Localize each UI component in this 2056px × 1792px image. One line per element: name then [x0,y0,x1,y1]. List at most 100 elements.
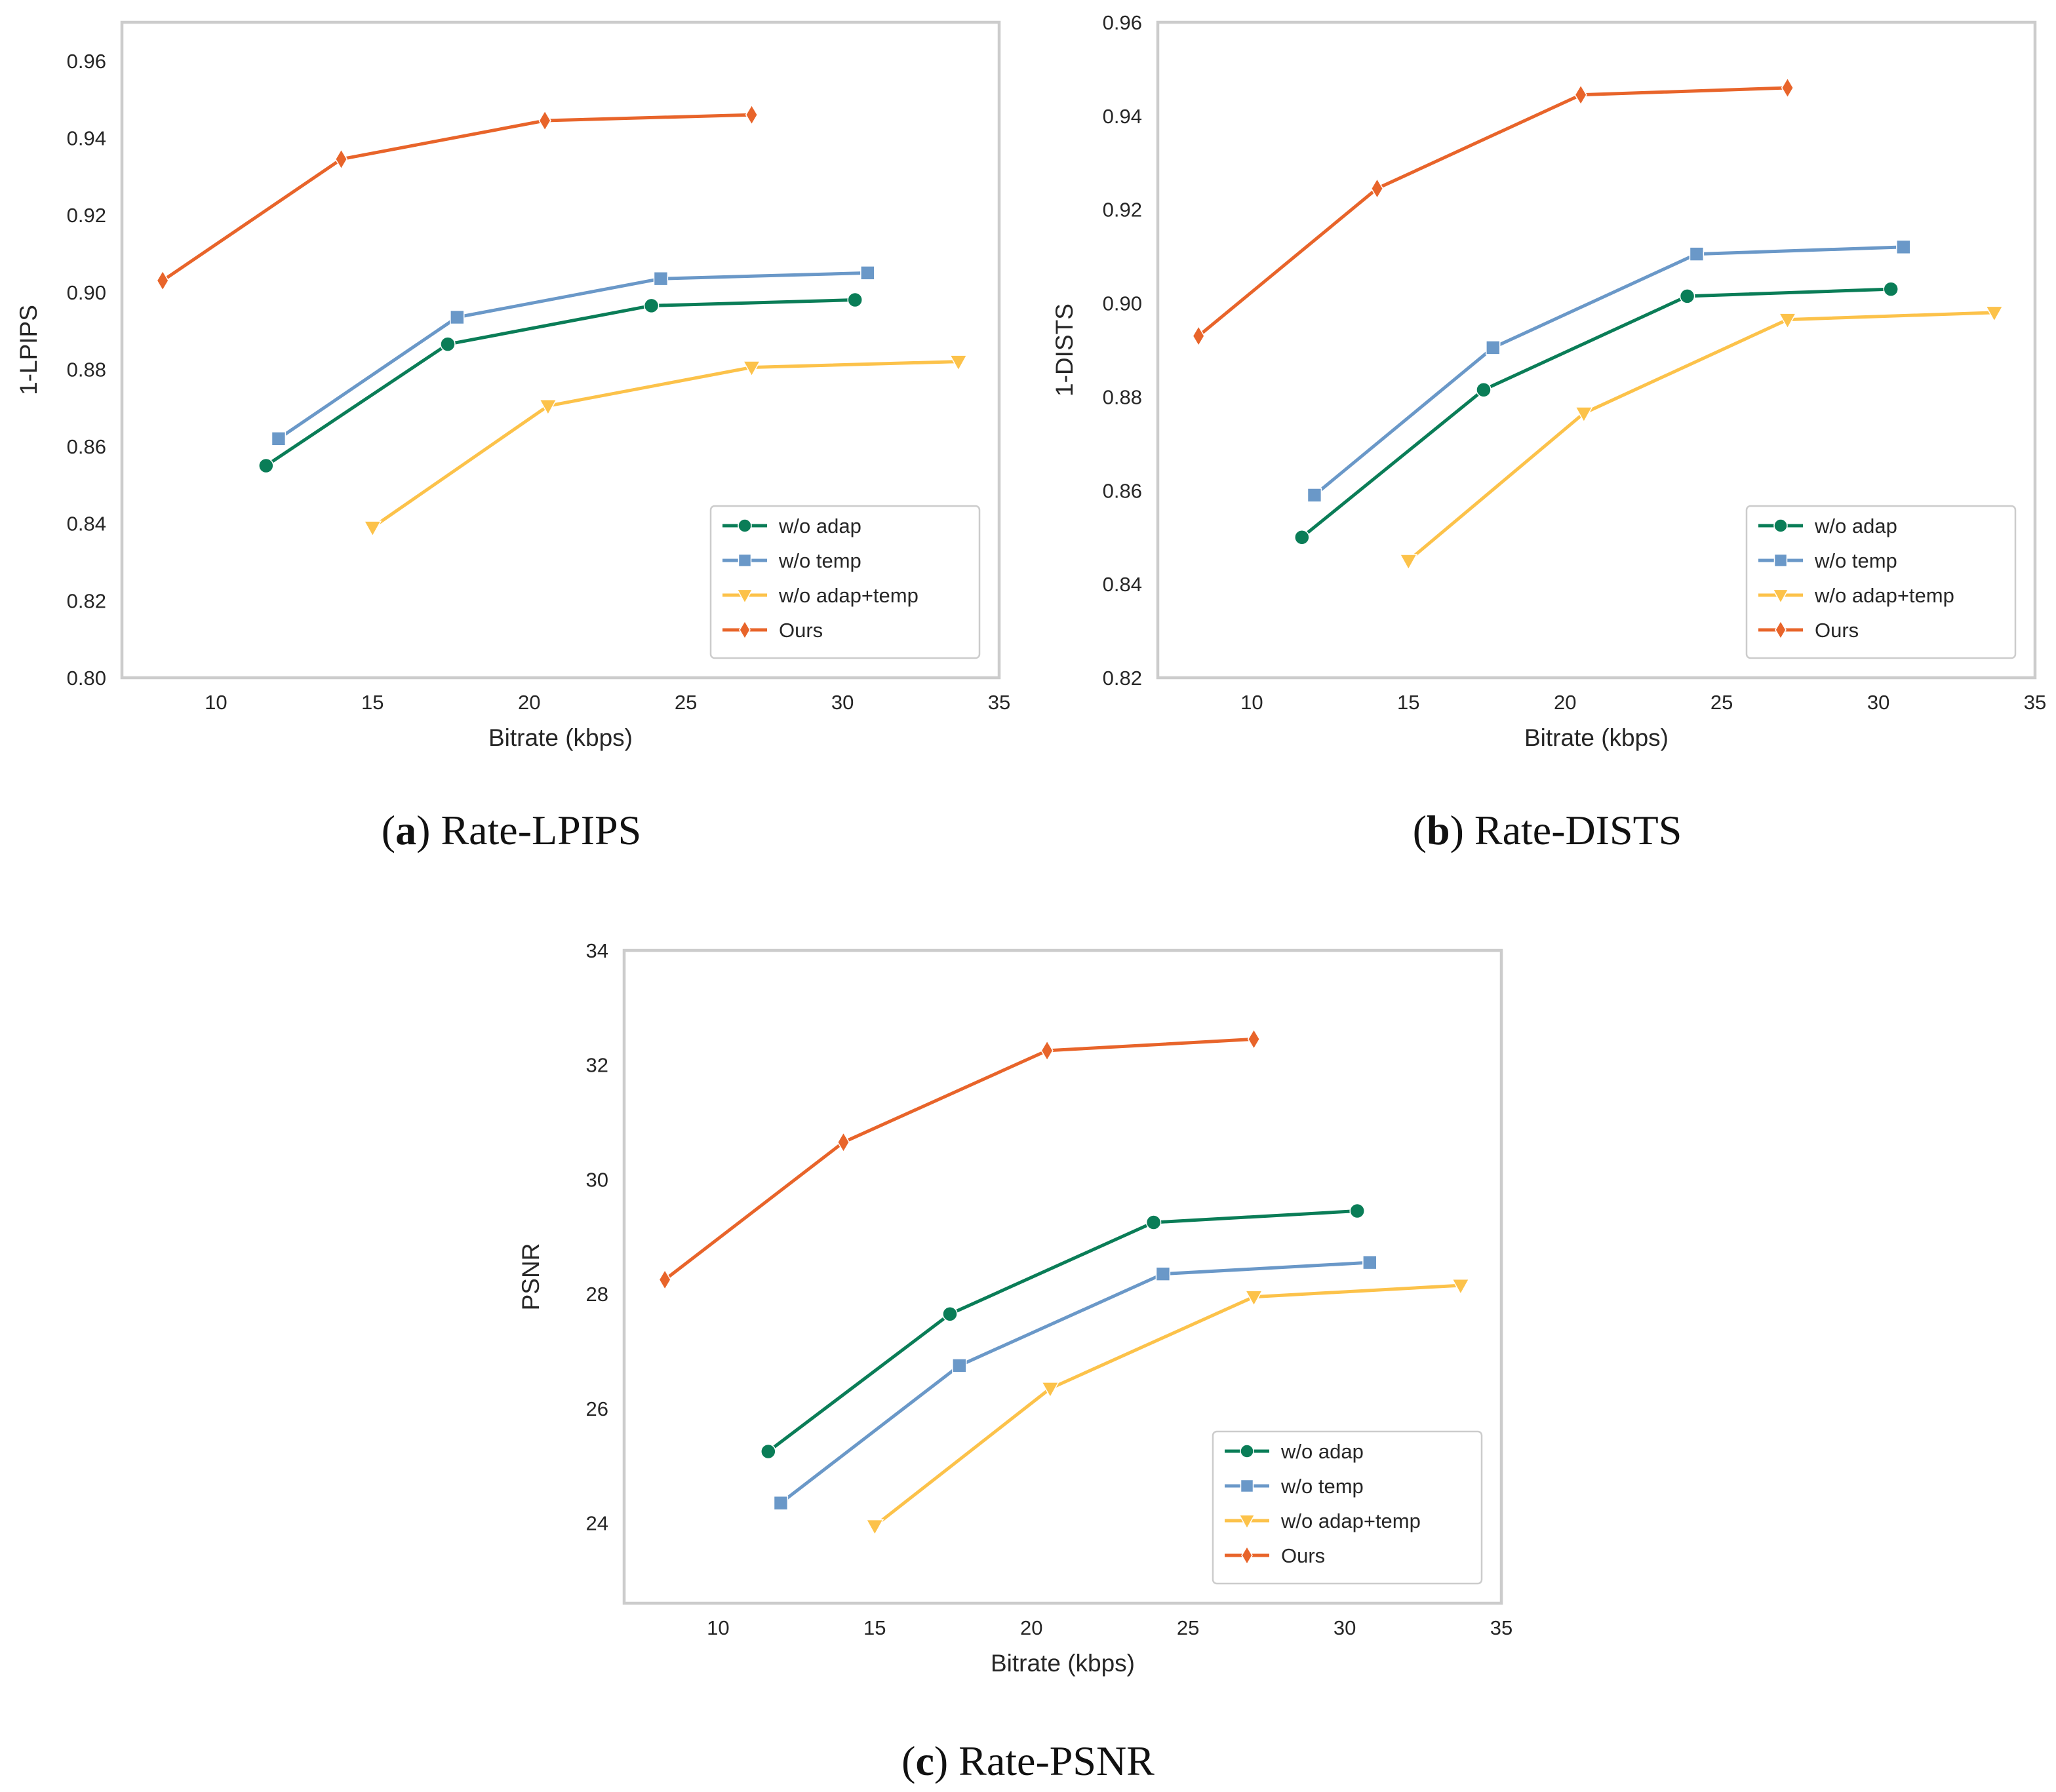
legend-label: w/o adap [1280,1440,1364,1463]
legend-marker-icon [1241,1546,1253,1565]
data-point-w-o-adap-temp [949,355,968,372]
y-tick-label: 26 [586,1397,608,1420]
legend: w/o adap w/o temp w/o adap+temp Ours [1745,505,2017,659]
y-tick-label: 0.90 [67,281,106,304]
series-line-w-o-adap [766,1209,1359,1453]
caption-title: Rate-PSNR [959,1738,1155,1784]
data-point-w-o-adap-temp [1574,406,1593,423]
series-line-w-o-adap-temp [1406,311,1996,562]
x-axis-label: Bitrate (kbps) [488,724,633,751]
data-point-w-o-adap [847,292,863,308]
series-line-ours [1196,86,1789,338]
legend-item-ours: Ours [1758,619,1859,642]
y-tick-label: 0.82 [67,589,106,612]
y-tick-label: 32 [586,1054,608,1077]
series-w-o-temp [773,1255,1377,1511]
series-line-ours [663,1037,1255,1281]
series-line-w-o-temp [1313,245,1905,497]
caption-title: Rate-DISTS [1474,807,1682,853]
legend-item-w-o-adap-temp: w/o adap+temp [722,584,919,607]
legend-label: w/o adap [1814,515,1897,537]
y-tick-label: 0.92 [1103,199,1142,222]
x-tick-label: 30 [831,691,854,714]
legend-marker-icon [738,518,752,533]
caption-letter: b [1427,807,1450,853]
series-w-o-adap [1294,281,1899,545]
series-line-w-o-adap [264,298,857,467]
legend-label: w/o adap+temp [1280,1510,1421,1532]
legend-label: w/o adap+temp [1814,584,1954,607]
legend-item-w-o-temp: w/o temp [1225,1475,1364,1498]
legend-box [1745,505,2017,659]
x-tick-label: 30 [1867,691,1889,714]
caption-open-paren: ( [382,807,395,853]
x-tick-label: 20 [518,691,540,714]
data-point-ours [745,104,759,126]
data-point-w-o-adap [1883,281,1899,297]
data-point-ours [156,269,169,292]
x-tick-label: 25 [1177,1616,1199,1639]
series-ours [1192,77,1794,347]
series-w-o-adap [761,1203,1365,1460]
legend: w/o adap w/o temp w/o adap+temp Ours [709,505,981,659]
legend-label: Ours [1815,619,1859,642]
y-tick-label: 0.94 [67,127,106,149]
chart-rate-dists: 10 15 20 25 30 35 0.82 0.84 0.86 0.88 0.90 0.92 0.94… [1051,11,2046,853]
series-w-o-temp [1307,239,1911,503]
legend-item-ours: Ours [1225,1544,1325,1567]
y-tick-label: 0.84 [67,513,106,536]
data-point-ours [538,109,551,132]
data-point-ours [1192,325,1205,347]
data-point-w-o-adap [1145,1215,1162,1230]
data-point-w-o-temp [860,265,875,281]
data-point-w-o-adap-temp [1985,305,2004,322]
series-line-ours [161,113,753,282]
legend-label: Ours [1281,1544,1325,1567]
chart-rate-psnr: 10 15 20 25 30 35 24 26 28 30 32 34 Bitrate (kbps) PS… [517,939,1512,1784]
data-point-ours [837,1131,850,1154]
legend-label: w/o adap [778,515,861,537]
data-point-w-o-adap [942,1306,958,1322]
data-point-w-o-adap [643,298,660,314]
x-tick-label: 10 [1240,691,1263,714]
y-tick-label: 34 [586,939,608,962]
data-point-ours [1574,84,1587,106]
data-point-ours [1781,77,1794,99]
caption-letter: c [915,1738,934,1784]
chart-rate-lpips: 10 15 20 25 30 35 0.80 0.82 0.84 0.86 0.88 0.90 0.92… [15,20,1010,853]
legend-item-ours: Ours [722,619,823,642]
data-point-w-o-temp [271,431,287,446]
legend-marker-icon [1238,1514,1255,1530]
data-point-w-o-adap [440,336,456,352]
data-point-w-o-temp [1362,1255,1377,1270]
series-ours [658,1028,1261,1291]
series-line-w-o-adap-temp [873,1283,1463,1528]
data-point-w-o-temp [952,1358,967,1373]
y-tick-label: 0.96 [1103,11,1142,34]
legend-marker-icon [1773,553,1788,568]
legend-item-w-o-adap: w/o adap [1758,515,1897,537]
series-w-o-adap [258,292,863,474]
data-point-ours [1040,1040,1054,1062]
figure-caption: (a) Rate-LPIPS [382,807,641,853]
data-point-w-o-adap [258,458,274,474]
y-tick-label: 0.86 [67,435,106,458]
legend-marker-icon [1773,518,1788,533]
data-point-w-o-adap [1349,1203,1365,1219]
series-w-o-temp [271,265,875,446]
legend-box [709,505,981,659]
legend-item-w-o-adap-temp: w/o adap+temp [1225,1510,1421,1532]
y-tick-label: 30 [586,1168,608,1191]
data-point-w-o-temp [773,1495,789,1511]
legend-box [1212,1430,1483,1585]
data-point-w-o-adap-temp [865,1519,884,1536]
legend-item-w-o-temp: w/o temp [1758,549,1897,572]
caption-close-paren: ) [416,807,441,853]
y-tick-label: 0.92 [67,204,106,227]
series-w-o-adap-temp [1399,305,2004,571]
legend-label: w/o temp [1280,1475,1364,1498]
data-point-ours [1370,178,1384,199]
y-tick-label: 28 [586,1283,608,1306]
data-point-ours [334,148,348,170]
x-axis-label: Bitrate (kbps) [991,1650,1135,1677]
